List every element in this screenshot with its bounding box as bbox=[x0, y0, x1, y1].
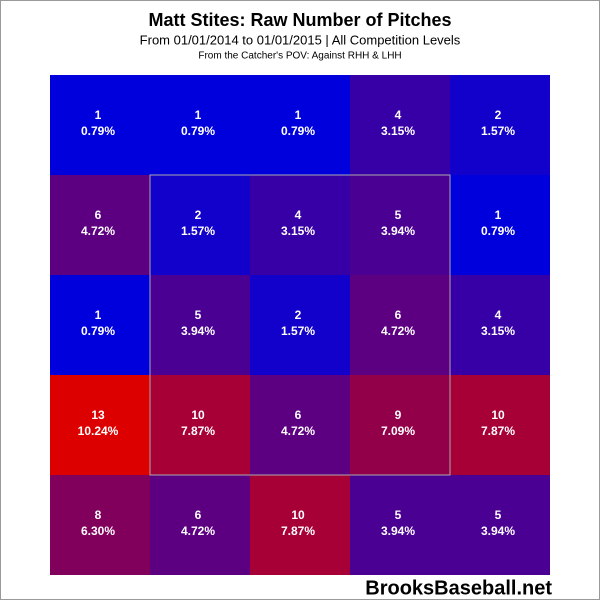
cell-count: 2 bbox=[495, 108, 502, 122]
chart-title: Matt Stites: Raw Number of Pitches bbox=[148, 10, 451, 30]
heatmap-cell bbox=[150, 175, 250, 275]
cell-count: 1 bbox=[95, 308, 102, 322]
cell-percent: 0.79% bbox=[81, 324, 115, 338]
cell-count: 1 bbox=[495, 208, 502, 222]
cell-percent: 0.79% bbox=[481, 224, 515, 238]
heatmap-grid: 1 0.79% 1 0.79% 1 0.79% 4 3.15% 2 1.57% 6 4.72% 2 1.5… bbox=[50, 75, 550, 575]
heatmap-cell bbox=[450, 275, 550, 375]
cell-count: 10 bbox=[191, 408, 205, 422]
heatmap-cell bbox=[150, 375, 250, 475]
cell-count: 1 bbox=[95, 108, 102, 122]
cell-percent: 4.72% bbox=[281, 424, 315, 438]
cell-count: 5 bbox=[195, 308, 202, 322]
cell-count: 5 bbox=[395, 208, 402, 222]
heatmap-cell bbox=[350, 375, 450, 475]
heatmap-cell bbox=[150, 75, 250, 175]
heatmap-cell bbox=[350, 75, 450, 175]
cell-count: 2 bbox=[195, 208, 202, 222]
cell-count: 1 bbox=[295, 108, 302, 122]
cell-count: 5 bbox=[495, 508, 502, 522]
cell-count: 4 bbox=[395, 108, 402, 122]
heatmap-cell bbox=[450, 375, 550, 475]
heatmap-cell bbox=[350, 275, 450, 375]
watermark: BrooksBaseball.net bbox=[365, 577, 552, 599]
cell-percent: 7.09% bbox=[381, 424, 415, 438]
cell-percent: 6.30% bbox=[81, 524, 115, 538]
cell-percent: 0.79% bbox=[181, 124, 215, 138]
cell-percent: 3.94% bbox=[481, 524, 515, 538]
heatmap-cell bbox=[50, 175, 150, 275]
cell-percent: 4.72% bbox=[81, 224, 115, 238]
cell-percent: 4.72% bbox=[381, 324, 415, 338]
heatmap-cell bbox=[250, 175, 350, 275]
heatmap-cell bbox=[250, 375, 350, 475]
cell-count: 10 bbox=[491, 408, 505, 422]
cell-count: 4 bbox=[495, 308, 502, 322]
heatmap-cell bbox=[350, 475, 450, 575]
cell-percent: 3.15% bbox=[381, 124, 415, 138]
heatmap-cell bbox=[250, 75, 350, 175]
cell-percent: 0.79% bbox=[281, 124, 315, 138]
cell-percent: 7.87% bbox=[481, 424, 515, 438]
cell-percent: 1.57% bbox=[481, 124, 515, 138]
heatmap-cell bbox=[50, 375, 150, 475]
cell-count: 4 bbox=[295, 208, 302, 222]
cell-count: 6 bbox=[95, 208, 102, 222]
cell-percent: 3.15% bbox=[481, 324, 515, 338]
cell-count: 6 bbox=[195, 508, 202, 522]
chart-subtitle: From 01/01/2014 to 01/01/2015 | All Comp… bbox=[140, 32, 461, 47]
cell-count: 10 bbox=[291, 508, 305, 522]
cell-percent: 0.79% bbox=[81, 124, 115, 138]
cell-count: 6 bbox=[295, 408, 302, 422]
cell-count: 9 bbox=[395, 408, 402, 422]
cell-count: 1 bbox=[195, 108, 202, 122]
cell-percent: 7.87% bbox=[181, 424, 215, 438]
heatmap-cell bbox=[250, 275, 350, 375]
cell-percent: 1.57% bbox=[281, 324, 315, 338]
cell-percent: 3.15% bbox=[281, 224, 315, 238]
heatmap-cell bbox=[450, 175, 550, 275]
heatmap-cell bbox=[50, 275, 150, 375]
strike-zone bbox=[149, 174, 451, 476]
cell-count: 6 bbox=[395, 308, 402, 322]
heatmap-cell bbox=[150, 275, 250, 375]
heatmap-cell bbox=[50, 475, 150, 575]
cell-percent: 7.87% bbox=[281, 524, 315, 538]
cell-count: 8 bbox=[95, 508, 102, 522]
cell-percent: 1.57% bbox=[181, 224, 215, 238]
cell-percent: 3.94% bbox=[181, 324, 215, 338]
heatmap-cell bbox=[250, 475, 350, 575]
heatmap-cell bbox=[150, 475, 250, 575]
heatmap-cell bbox=[350, 175, 450, 275]
cell-count: 13 bbox=[91, 408, 105, 422]
cell-count: 2 bbox=[295, 308, 302, 322]
heatmap-cell bbox=[450, 75, 550, 175]
heatmap-cell bbox=[50, 75, 150, 175]
cell-percent: 4.72% bbox=[181, 524, 215, 538]
cell-percent: 3.94% bbox=[381, 224, 415, 238]
cell-count: 5 bbox=[395, 508, 402, 522]
heatmap-cell bbox=[450, 475, 550, 575]
cell-percent: 3.94% bbox=[381, 524, 415, 538]
cell-percent: 10.24% bbox=[78, 424, 119, 438]
chart-note: From the Catcher's POV: Against RHH & LH… bbox=[198, 51, 401, 62]
